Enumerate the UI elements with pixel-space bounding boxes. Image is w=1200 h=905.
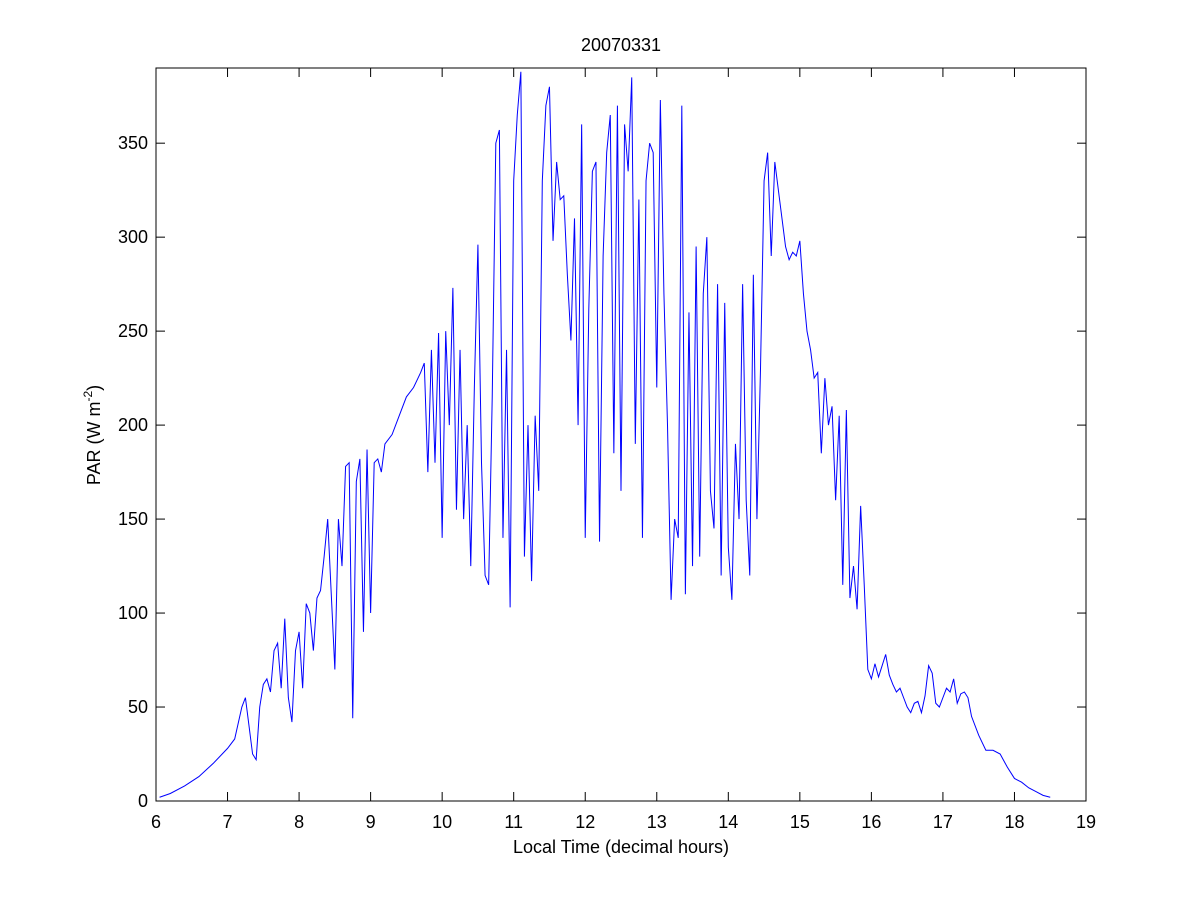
y-tick-label: 0: [138, 791, 148, 811]
x-tick-label: 13: [647, 812, 667, 832]
y-tick-label: 200: [118, 415, 148, 435]
y-axis-label-exponent: -2: [81, 391, 95, 402]
y-axis-label-end: ): [84, 385, 104, 391]
x-tick-label: 17: [933, 812, 953, 832]
y-tick-label: 250: [118, 321, 148, 341]
y-tick-label: 50: [128, 697, 148, 717]
plot-area: [156, 68, 1086, 801]
y-tick-label: 300: [118, 227, 148, 247]
y-tick-label: 350: [118, 133, 148, 153]
x-axis-label: Local Time (decimal hours): [513, 837, 729, 857]
y-tick-label: 100: [118, 603, 148, 623]
x-tick-label: 11: [504, 812, 523, 832]
x-tick-label: 12: [575, 812, 595, 832]
x-tick-label: 15: [790, 812, 810, 832]
x-tick-label: 10: [432, 812, 452, 832]
x-tick-label: 16: [861, 812, 881, 832]
x-tick-label: 14: [718, 812, 738, 832]
y-axis-label: PAR (W m-2): [81, 385, 104, 485]
axes-box: [155, 67, 1087, 802]
x-tick-label: 8: [294, 812, 304, 832]
x-tick-label: 19: [1076, 812, 1096, 832]
y-axis-label-main: PAR (W m: [84, 402, 104, 486]
y-tick-label: 150: [118, 509, 148, 529]
x-tick-label: 7: [223, 812, 233, 832]
data-line: [159, 71, 1051, 798]
x-tick-label: 18: [1004, 812, 1024, 832]
x-tick-label: 9: [366, 812, 376, 832]
chart-title: 20070331: [581, 35, 661, 55]
x-tick-label: 6: [151, 812, 161, 832]
